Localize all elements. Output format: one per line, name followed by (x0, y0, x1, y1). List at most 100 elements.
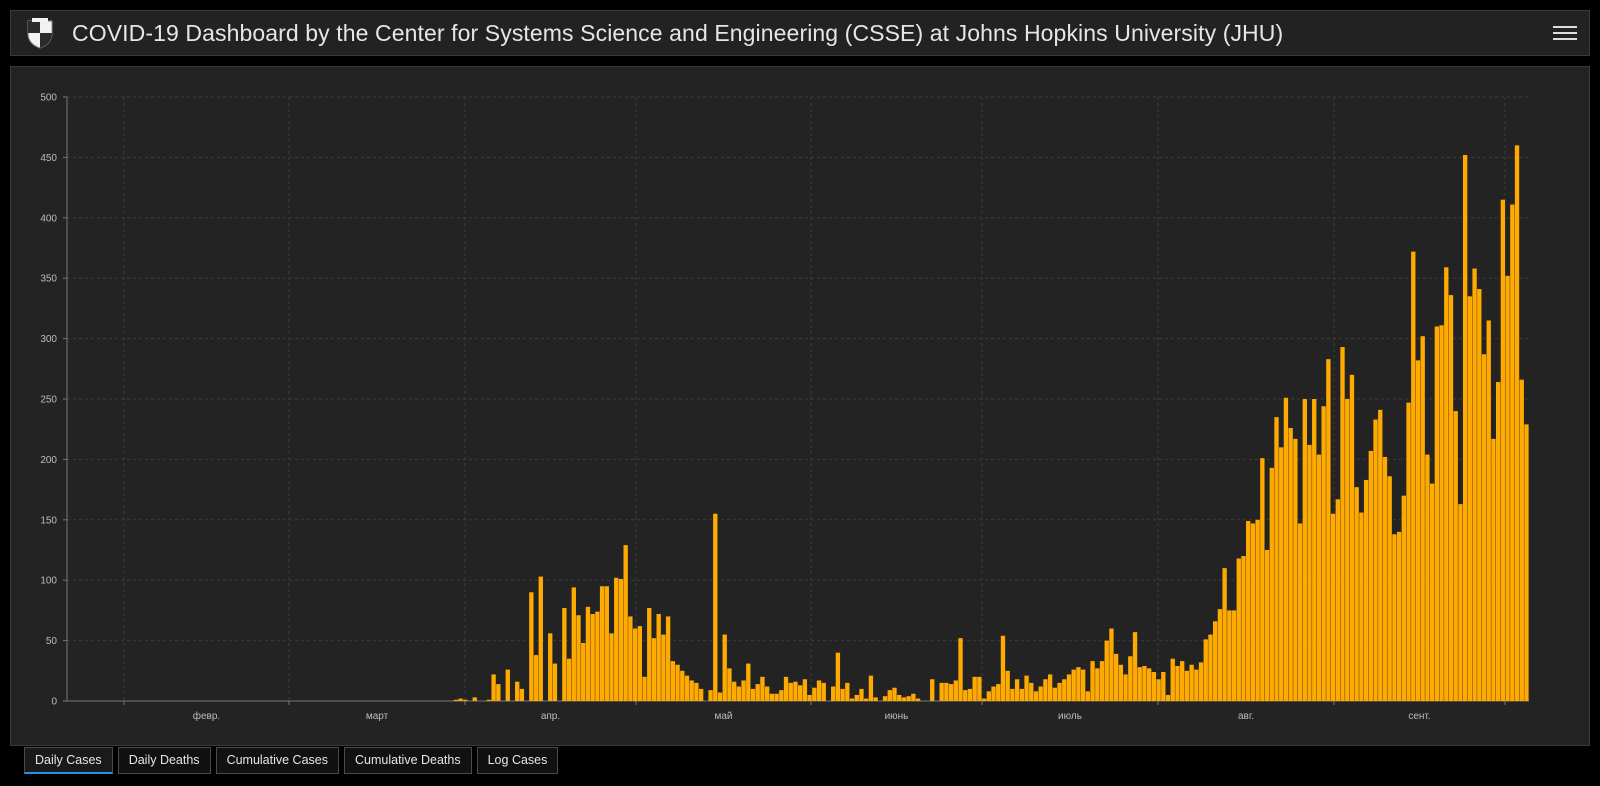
bar (1477, 289, 1482, 701)
y-tick-label: 100 (40, 576, 57, 587)
bar (1019, 688, 1024, 701)
bar (892, 687, 897, 701)
bar (1024, 675, 1029, 701)
bar (967, 688, 973, 701)
bar (1354, 487, 1359, 701)
bar (1132, 632, 1138, 701)
bar (529, 592, 534, 701)
bar (958, 638, 963, 701)
bar (1189, 664, 1194, 701)
bar (458, 698, 463, 701)
bar (1363, 479, 1369, 701)
bar (849, 698, 855, 701)
bar (1293, 438, 1298, 701)
bar (1066, 674, 1072, 701)
bar (1151, 672, 1157, 701)
bar (1194, 669, 1199, 701)
bar (1359, 512, 1364, 701)
bar (736, 686, 742, 701)
tab-cumulative-deaths[interactable]: Cumulative Deaths (344, 747, 472, 774)
y-tick-label: 300 (40, 334, 57, 345)
bar (802, 679, 808, 701)
bar (642, 676, 647, 701)
y-tick-label: 250 (40, 395, 57, 406)
bar (1444, 267, 1449, 701)
bar (972, 676, 977, 701)
bar (1180, 661, 1185, 701)
bar (1099, 661, 1105, 701)
bar (618, 578, 624, 701)
bar (713, 513, 718, 701)
x-tick-label: февр. (193, 710, 220, 722)
x-tick-label: июнь (885, 711, 909, 722)
bar (1345, 399, 1350, 701)
bar (793, 681, 798, 701)
bar (779, 690, 784, 701)
bar (623, 545, 628, 701)
bar (566, 658, 572, 701)
bar (1128, 656, 1133, 701)
bar (486, 699, 492, 701)
bar (576, 615, 581, 701)
bar (1373, 419, 1378, 701)
bar (1165, 694, 1171, 701)
bar (1198, 662, 1204, 701)
bar (731, 681, 737, 701)
bar (1175, 665, 1180, 701)
tab-daily-cases[interactable]: Daily Cases (24, 747, 113, 774)
bar (548, 633, 553, 701)
bar (604, 586, 609, 701)
bar (1062, 679, 1067, 701)
bar (1264, 550, 1270, 701)
bar (1458, 504, 1463, 701)
bar (986, 691, 991, 701)
bar (722, 634, 727, 701)
bar (897, 694, 902, 701)
bar (651, 638, 657, 701)
bar (1378, 409, 1383, 701)
tab-log-cases[interactable]: Log Cases (476, 747, 559, 774)
bar (1387, 476, 1392, 701)
bar (1434, 326, 1440, 701)
tab-cumulative-cases[interactable]: Cumulative Cases (215, 747, 339, 774)
bar (1029, 682, 1034, 701)
hamburger-menu-icon[interactable] (1553, 22, 1577, 44)
bar (1241, 556, 1246, 701)
bar (953, 680, 958, 701)
tab-daily-deaths[interactable]: Daily Deaths (117, 747, 211, 774)
bar (1491, 438, 1496, 701)
bar (1104, 640, 1109, 701)
bar (1472, 268, 1477, 701)
bar (996, 684, 1001, 701)
bar (760, 676, 765, 701)
bar (533, 655, 539, 701)
bar (1047, 674, 1053, 701)
bar (708, 690, 713, 701)
bar (1288, 427, 1293, 701)
bar (1156, 679, 1161, 701)
bar (505, 669, 510, 701)
bar (845, 682, 850, 701)
bar (1415, 360, 1421, 701)
bar (1170, 658, 1175, 701)
x-tick-label: июль (1058, 711, 1082, 722)
bar (1486, 320, 1491, 701)
chart-panel: 0 50 100 150 200 250 300 350 400 450 500 февр. март а… (10, 66, 1590, 746)
x-tick-label: апр. (541, 711, 560, 722)
bar (1524, 424, 1529, 701)
bar (1000, 635, 1006, 701)
bar (1411, 251, 1416, 701)
bar (1057, 682, 1062, 701)
bar (1217, 609, 1223, 701)
bar (930, 679, 935, 701)
bar (1316, 454, 1322, 701)
bar (590, 614, 595, 701)
bar (1514, 145, 1520, 701)
bar (1071, 669, 1076, 701)
bar (1401, 495, 1406, 701)
bar (1495, 382, 1501, 701)
dashboard-header: COVID-19 Dashboard by the Center for Sys… (10, 10, 1590, 56)
bar (1429, 483, 1435, 701)
bar (774, 693, 779, 701)
bar (1080, 669, 1086, 701)
